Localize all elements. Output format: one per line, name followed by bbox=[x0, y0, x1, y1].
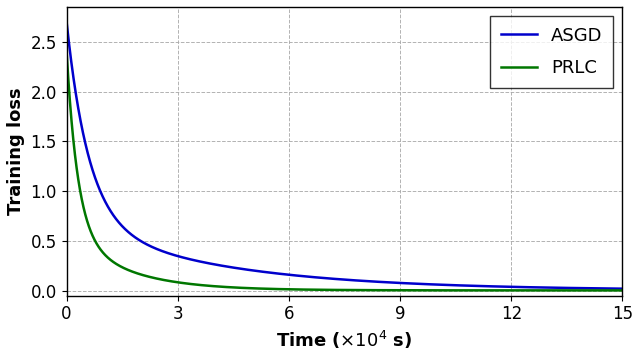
ASGD bbox=[164, 251, 172, 255]
Line: ASGD: ASGD bbox=[67, 22, 623, 289]
X-axis label: Time ($\times10^4$ s): Time ($\times10^4$ s) bbox=[276, 329, 413, 351]
PRLC bbox=[477, 288, 485, 292]
ASGD bbox=[424, 282, 432, 286]
PRLC bbox=[396, 288, 404, 292]
PRLC bbox=[424, 288, 432, 292]
PRLC bbox=[619, 288, 627, 292]
Y-axis label: Training loss: Training loss bbox=[7, 87, 25, 215]
ASGD bbox=[520, 285, 527, 289]
ASGD bbox=[275, 271, 283, 276]
Line: PRLC: PRLC bbox=[67, 52, 623, 290]
ASGD bbox=[396, 281, 404, 285]
PRLC bbox=[63, 50, 70, 54]
PRLC bbox=[275, 287, 283, 291]
ASGD bbox=[477, 284, 485, 288]
PRLC bbox=[520, 288, 527, 292]
PRLC bbox=[164, 279, 172, 283]
ASGD bbox=[63, 20, 70, 24]
Legend: ASGD, PRLC: ASGD, PRLC bbox=[490, 16, 614, 88]
ASGD bbox=[619, 286, 627, 291]
